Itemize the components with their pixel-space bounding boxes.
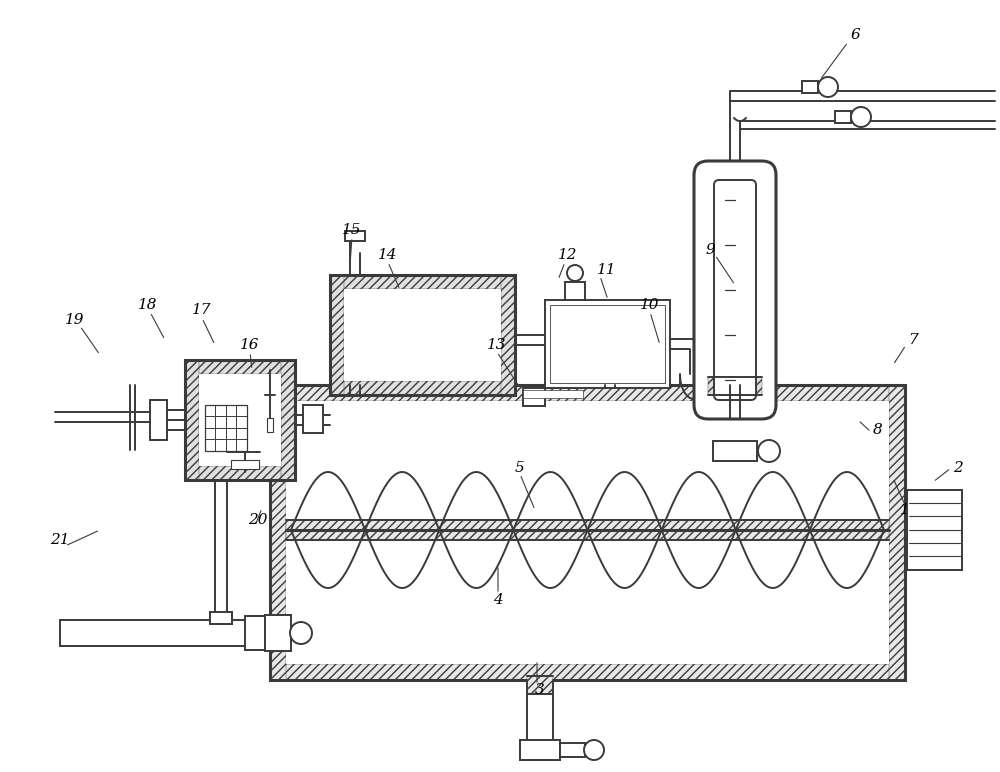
Circle shape [851,107,871,127]
Bar [286,520,889,540]
Text: 2: 2 [953,461,963,475]
Text: 20: 20 [248,513,268,527]
Bar [520,740,560,760]
Circle shape [758,440,780,462]
Text: 7: 7 [908,333,918,347]
Text: 1: 1 [900,503,910,517]
Bar [835,111,851,123]
Bar [708,377,762,395]
Bar [270,664,905,680]
Bar [267,418,273,432]
Bar [560,743,585,757]
Circle shape [567,265,583,281]
Bar [523,390,583,398]
Bar [330,275,515,395]
Bar [907,490,962,570]
Bar [245,616,265,650]
Text: 11: 11 [597,263,617,277]
Bar [565,282,585,300]
Bar [303,405,323,433]
Text: 4: 4 [493,593,503,607]
Circle shape [818,77,838,97]
Text: 19: 19 [65,313,85,327]
Text: 5: 5 [515,461,525,475]
Bar [185,360,295,374]
Bar [330,381,515,395]
FancyBboxPatch shape [694,161,776,419]
Text: 15: 15 [342,223,362,237]
Bar [205,405,247,451]
Circle shape [584,740,604,760]
Text: 17: 17 [192,303,212,317]
Bar [185,466,295,480]
Bar [286,401,889,664]
Bar [708,377,762,405]
FancyBboxPatch shape [714,180,756,400]
Bar [550,305,665,383]
Bar [708,175,762,405]
Text: 6: 6 [850,28,860,42]
Bar [199,374,281,466]
Text: 14: 14 [378,248,398,262]
Bar [330,275,515,289]
Text: 21: 21 [50,533,70,547]
Bar [708,175,762,203]
Bar [523,388,545,406]
Bar [270,385,905,401]
Bar [210,612,232,624]
Bar [265,615,291,651]
Text: 18: 18 [138,298,158,312]
Text: 16: 16 [240,338,260,352]
Circle shape [290,622,312,644]
Bar [501,275,515,395]
Text: 10: 10 [640,298,660,312]
Bar [185,360,295,480]
Text: 13: 13 [487,338,507,352]
Bar [545,300,670,388]
Bar [527,676,553,694]
Bar [330,275,344,395]
Bar [345,231,365,241]
Text: 9: 9 [705,243,715,257]
Text: 3: 3 [535,683,545,697]
Bar [802,81,818,93]
Bar [231,460,259,469]
Text: 12: 12 [558,248,578,262]
Bar [889,385,905,680]
Text: 8: 8 [873,423,883,437]
Bar [281,360,295,480]
Bar [185,360,199,480]
Bar [270,385,286,680]
Bar [713,441,757,461]
Bar [270,385,905,680]
Bar [344,289,501,381]
Bar [60,620,265,646]
